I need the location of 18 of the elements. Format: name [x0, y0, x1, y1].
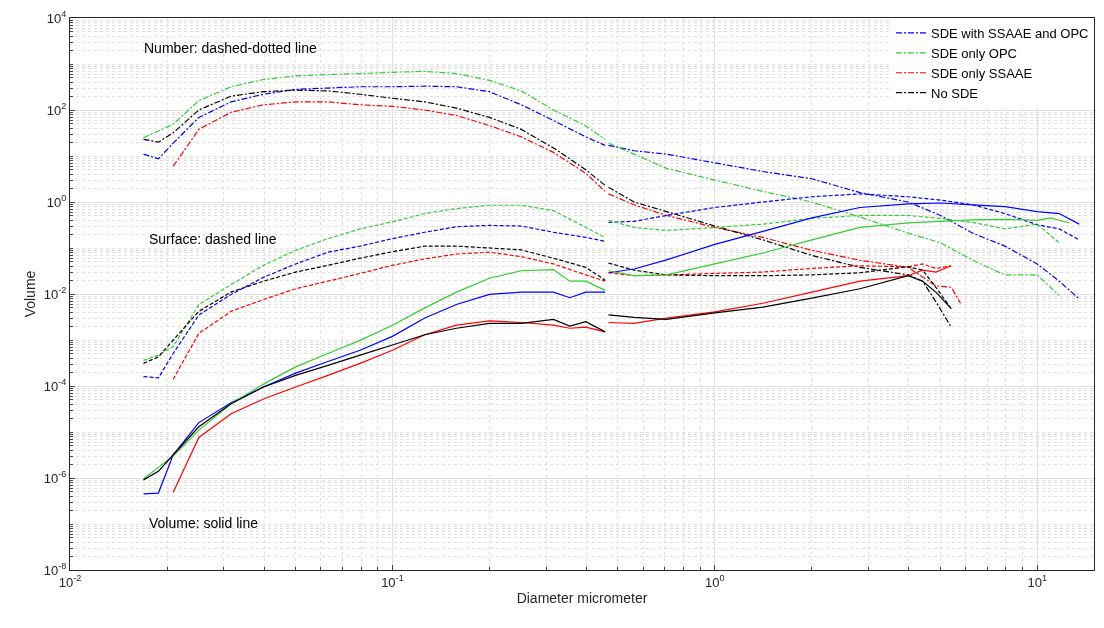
- y-tick-label: 10$^{-4}$: [43, 377, 67, 394]
- y-tick-label: 10$^{0}$: [46, 193, 67, 210]
- y-tick-label: 10$^{4}$: [46, 9, 67, 26]
- annotation: Volume: solid line: [149, 515, 259, 531]
- x-tick-label: 10$^{0}$: [705, 573, 725, 590]
- legend-label: SDE only SSAAE: [931, 65, 1033, 81]
- x-tick-label: 10$^{1}$: [1027, 573, 1047, 590]
- annotation: Number: dashed-dotted line: [144, 40, 317, 56]
- y-tick-label: 10$^{-6}$: [43, 469, 67, 486]
- annotation: Surface: dashed line: [149, 231, 277, 247]
- x-tick-label: 10$^{-1}$: [381, 573, 404, 590]
- y-axis-title: Volume: [22, 270, 39, 318]
- x-axis-title: Diameter micrometer: [516, 589, 648, 606]
- legend-label: SDE with SSAAE and OPC: [931, 26, 1089, 42]
- legend-label: No SDE: [931, 85, 979, 101]
- y-tick-label: 10$^{2}$: [46, 101, 67, 118]
- legend-label: SDE only OPC: [931, 45, 1017, 61]
- y-tick-label: 10$^{-2}$: [43, 285, 67, 302]
